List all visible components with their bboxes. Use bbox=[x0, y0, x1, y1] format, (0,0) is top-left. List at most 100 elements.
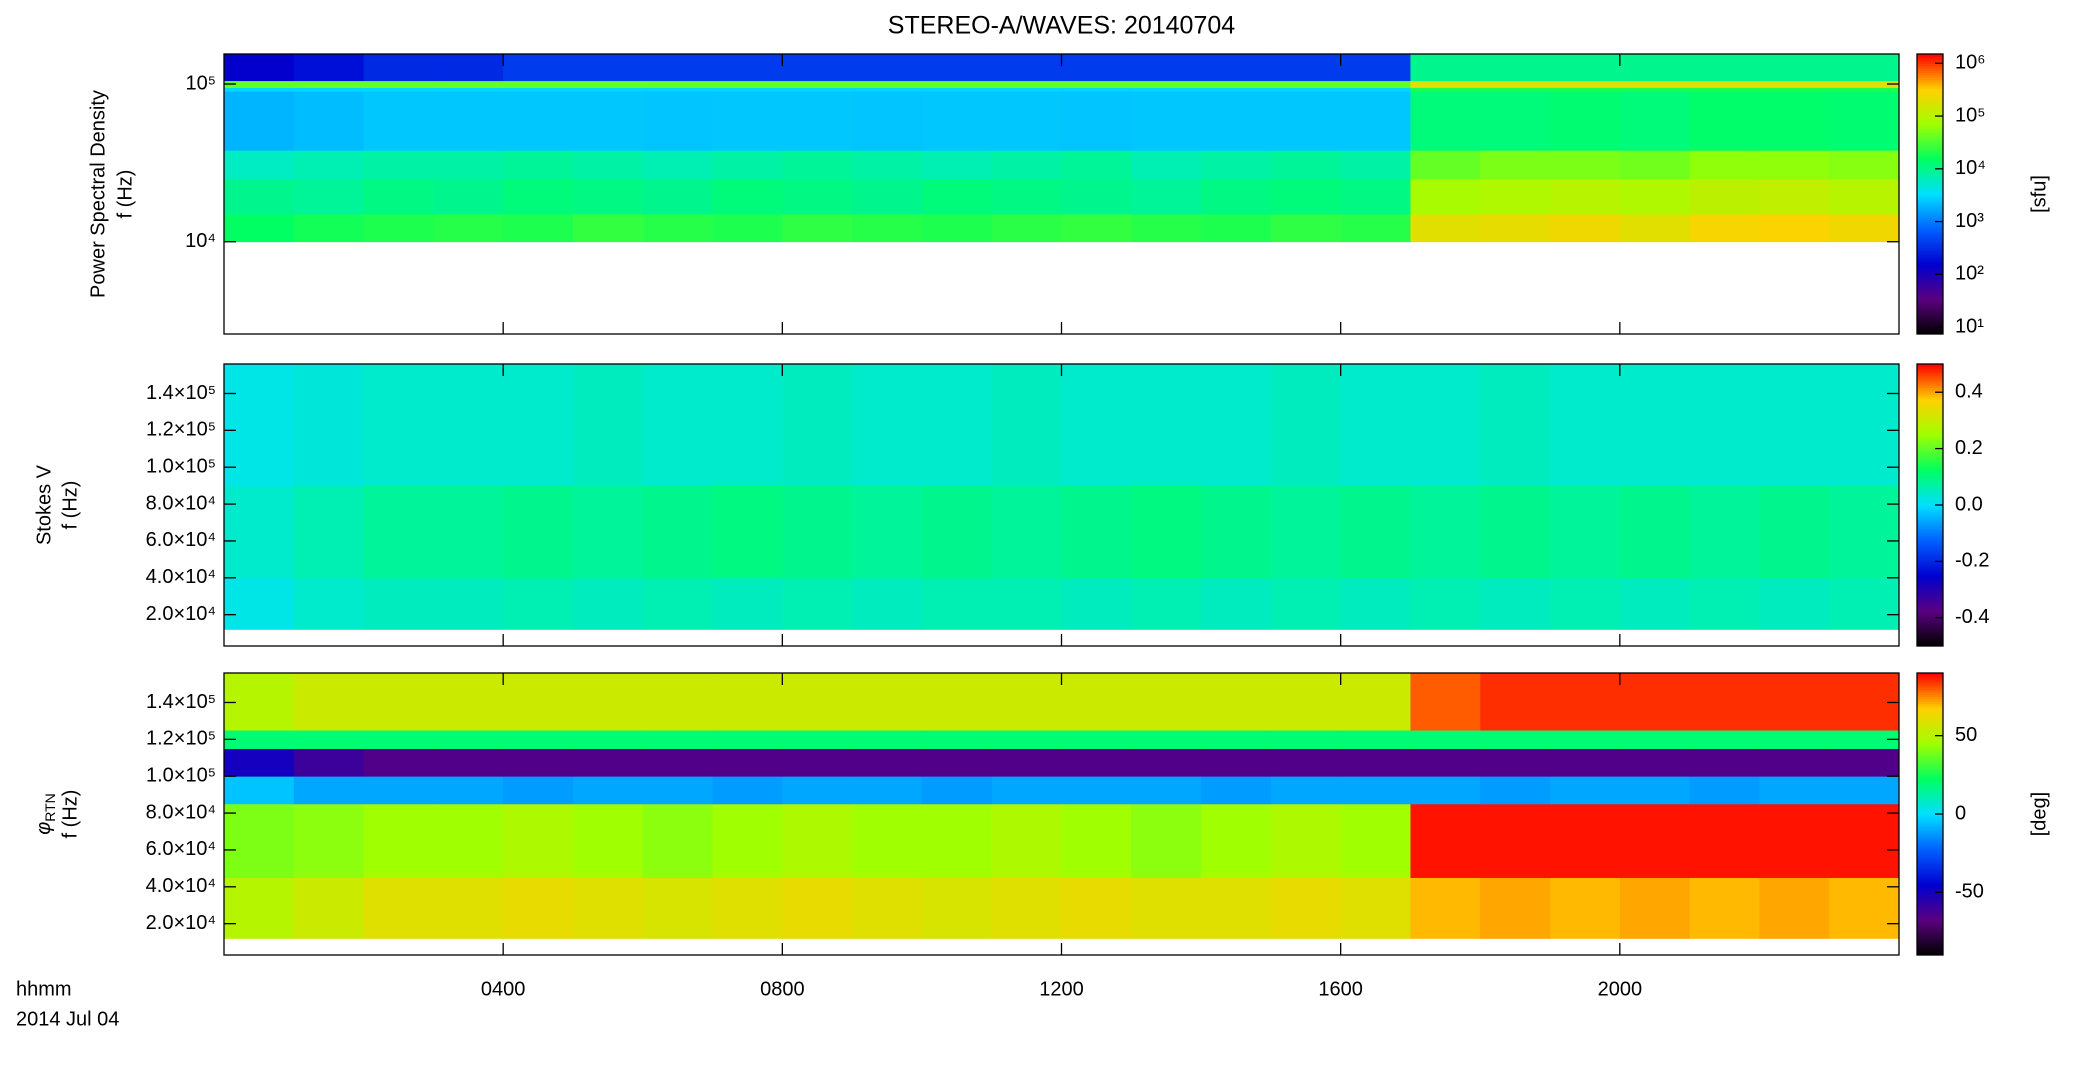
colorbar-step bbox=[1917, 303, 1943, 307]
heatmap-cell bbox=[1480, 748, 1551, 777]
heatmap-cell bbox=[1480, 776, 1551, 805]
heatmap-cell bbox=[1759, 150, 1830, 180]
heatmap-cell bbox=[433, 776, 504, 805]
colorbar-step bbox=[1917, 783, 1943, 787]
heatmap-cell bbox=[572, 485, 644, 579]
heatmap-cell bbox=[572, 87, 644, 92]
colorbar-step bbox=[1917, 229, 1943, 232]
heatmap-cell bbox=[1270, 673, 1342, 731]
colorbar-step bbox=[1917, 898, 1943, 902]
heatmap-cell bbox=[1061, 80, 1132, 88]
colorbar-step bbox=[1917, 490, 1943, 494]
colorbar-step bbox=[1917, 889, 1943, 893]
heatmap-cell bbox=[1131, 803, 1202, 878]
y-tick-label: 4.0×10⁴ bbox=[146, 875, 216, 897]
colorbar-step bbox=[1917, 722, 1943, 726]
colorbar-step bbox=[1917, 443, 1943, 447]
colorbar-step bbox=[1917, 844, 1943, 848]
heatmap-cell bbox=[642, 776, 713, 805]
heatmap-cells bbox=[224, 54, 1900, 243]
heatmap-cell bbox=[572, 213, 644, 243]
colorbar-step bbox=[1917, 84, 1943, 88]
heatmap-cell bbox=[1340, 577, 1411, 630]
heatmap-cell bbox=[1131, 178, 1202, 215]
heatmap-cell bbox=[1759, 485, 1830, 579]
colorbar-step bbox=[1917, 745, 1943, 749]
colorbar-step bbox=[1917, 278, 1943, 281]
heatmap-cell bbox=[572, 730, 644, 749]
heatmap-cell bbox=[1201, 577, 1272, 630]
colorbar-step bbox=[1917, 182, 1943, 186]
y-axis-label: φRTN bbox=[33, 793, 57, 835]
heatmap-cell bbox=[991, 364, 1062, 487]
colorbar-step bbox=[1917, 208, 1943, 211]
heatmap-cell bbox=[572, 577, 644, 630]
heatmap-cell bbox=[1201, 673, 1272, 731]
colorbar-step bbox=[1917, 731, 1943, 735]
heatmap-cell bbox=[1270, 877, 1342, 939]
heatmap-cell bbox=[642, 87, 713, 92]
heatmap-cell bbox=[642, 91, 713, 151]
heatmap-cell bbox=[852, 877, 923, 939]
heatmap-cell bbox=[293, 673, 364, 731]
colorbar-step bbox=[1917, 879, 1943, 883]
y-tick-label: 8.0×10⁴ bbox=[146, 492, 216, 514]
colorbar-step bbox=[1917, 835, 1943, 838]
colorbar-step bbox=[1917, 736, 1943, 740]
colorbar-step bbox=[1917, 872, 1943, 876]
heatmap-cell bbox=[991, 91, 1062, 151]
heatmap-cell bbox=[712, 577, 783, 630]
heatmap-cell bbox=[1410, 673, 1481, 731]
colorbar-step bbox=[1917, 785, 1943, 789]
colorbar-step bbox=[1917, 124, 1943, 127]
colorbar-step bbox=[1917, 264, 1943, 267]
heatmap-cell bbox=[363, 91, 434, 151]
colorbar-step bbox=[1917, 425, 1943, 428]
colorbar-step bbox=[1917, 764, 1943, 768]
colorbar-step bbox=[1917, 131, 1943, 134]
heatmap-cell bbox=[1550, 776, 1621, 805]
colorbar-step bbox=[1917, 285, 1943, 288]
colorbar-step bbox=[1917, 627, 1943, 631]
colorbar-step bbox=[1917, 774, 1943, 777]
colorbar-step bbox=[1917, 203, 1943, 207]
colorbar-step bbox=[1917, 915, 1943, 918]
colorbar-step bbox=[1917, 240, 1943, 244]
heatmap-cell bbox=[1550, 150, 1621, 180]
y-axis-label: f (Hz) bbox=[59, 481, 81, 530]
heatmap-cell bbox=[1340, 673, 1411, 731]
y-tick-label: 1.2×10⁵ bbox=[146, 419, 216, 441]
heatmap-cells bbox=[224, 364, 1900, 630]
colorbar-step bbox=[1917, 792, 1943, 796]
colorbar-step bbox=[1917, 507, 1943, 511]
heatmap-cell bbox=[293, 730, 364, 749]
colorbar-tick-label: 0 bbox=[1955, 802, 1966, 824]
colorbar-step bbox=[1917, 689, 1943, 693]
colorbar-step bbox=[1917, 631, 1943, 635]
heatmap-cell bbox=[921, 803, 993, 878]
heatmap-cell bbox=[572, 803, 644, 878]
colorbar-step bbox=[1917, 189, 1943, 193]
heatmap-cell bbox=[224, 87, 295, 92]
colorbar-step bbox=[1917, 110, 1943, 113]
colorbar-step bbox=[1917, 175, 1943, 179]
heatmap-cell bbox=[782, 178, 853, 215]
heatmap-cell bbox=[1829, 748, 1900, 777]
colorbar-step bbox=[1917, 938, 1943, 942]
colorbar-step bbox=[1917, 886, 1943, 890]
heatmap-cell bbox=[433, 213, 504, 243]
colorbar-step bbox=[1917, 375, 1943, 379]
heatmap-cell bbox=[1061, 673, 1132, 731]
colorbar-step bbox=[1917, 790, 1943, 794]
heatmap-cell bbox=[224, 485, 295, 579]
colorbar-step bbox=[1917, 535, 1943, 539]
colorbar-step bbox=[1917, 952, 1943, 956]
heatmap-cell bbox=[1480, 87, 1551, 92]
colorbar-step bbox=[1917, 217, 1943, 221]
colorbar-step bbox=[1917, 138, 1943, 141]
colorbar-step bbox=[1917, 712, 1943, 716]
colorbar-step bbox=[1917, 231, 1943, 235]
heatmap-cell bbox=[921, 730, 993, 749]
colorbar-step bbox=[1917, 79, 1943, 83]
heatmap-cell bbox=[991, 577, 1062, 630]
